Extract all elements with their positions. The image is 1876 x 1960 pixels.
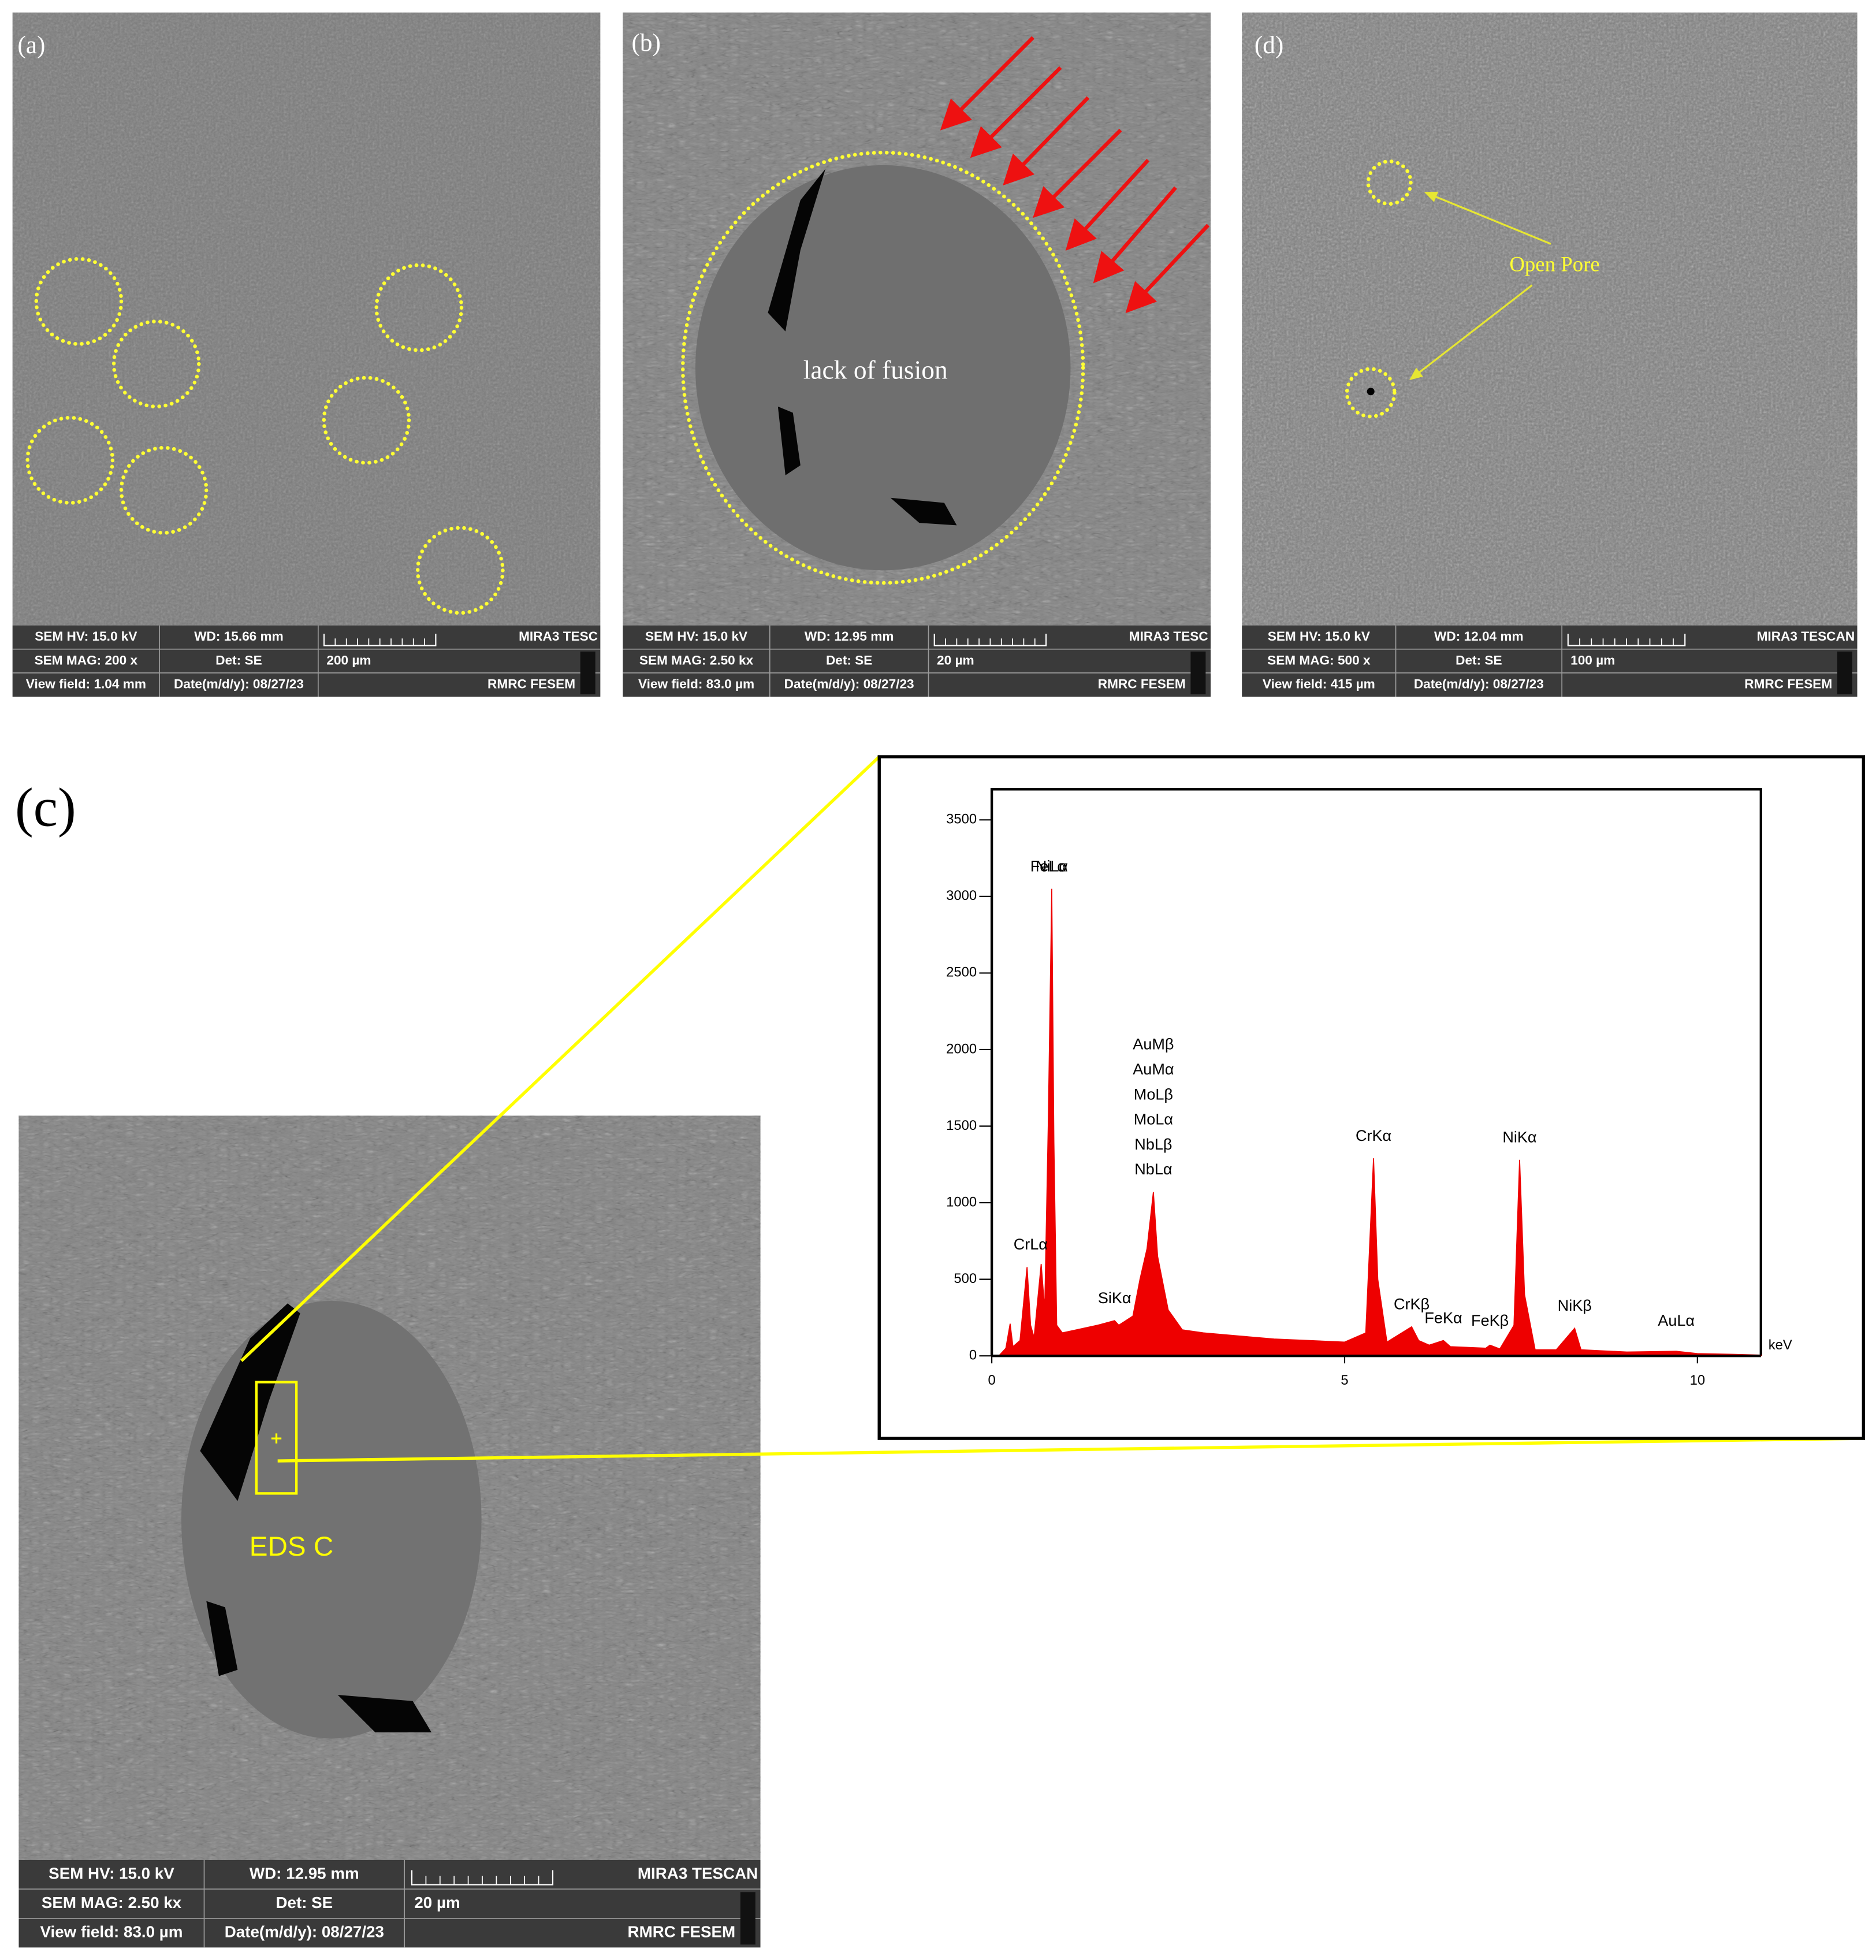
sem-panel-a — [12, 12, 601, 626]
peak-label: FeKα — [1424, 1309, 1462, 1326]
info-text: Date(m/d/y): 08/27/23 — [784, 676, 914, 691]
info-text: Det: SE — [826, 653, 872, 667]
peak-label: MoLβ — [1134, 1085, 1173, 1103]
peak-label: CrKβ — [1394, 1295, 1430, 1312]
peak-label: NbLβ — [1134, 1136, 1172, 1153]
peak-label: CrLα — [1014, 1236, 1048, 1253]
info-text: Det: SE — [1456, 653, 1502, 667]
peak-label: NiKα — [1502, 1129, 1536, 1146]
info-text: View field: 1.04 mm — [26, 676, 146, 691]
info-text: SEM MAG: 500 x — [1267, 653, 1371, 667]
info-text: 20 µm — [937, 653, 974, 667]
info-text: WD: 12.95 mm — [805, 629, 894, 644]
peak-label: AuMα — [1133, 1061, 1174, 1078]
info-text: SEM MAG: 2.50 kx — [639, 653, 754, 667]
peak-label: AuLα — [1658, 1312, 1695, 1329]
annotation: EDS C — [250, 1531, 334, 1562]
y-tick-label: 0 — [969, 1347, 977, 1363]
zoom-line — [277, 1437, 1864, 1463]
info-text: WD: 15.66 mm — [194, 629, 284, 644]
info-text: View field: 83.0 µm — [638, 676, 754, 691]
y-tick-label: 3500 — [946, 812, 977, 827]
info-text: Det: SE — [276, 1894, 333, 1911]
peak-label: FeLα — [1030, 857, 1066, 875]
logo — [740, 1892, 755, 1945]
info-text: MIRA3 TESC — [1129, 629, 1208, 644]
panel-label: (c) — [15, 776, 76, 838]
x-axis-label: keV — [1769, 1337, 1792, 1353]
info-text: RMRC FESEM — [487, 676, 575, 691]
peak-label: SiKα — [1098, 1289, 1131, 1307]
annotation: lack of fusion — [803, 355, 948, 385]
info-bar — [18, 1859, 761, 1948]
annotation: Open Pore — [1509, 252, 1599, 276]
sem-panel-b — [623, 12, 1211, 626]
logo — [580, 651, 595, 694]
y-tick-label: 500 — [954, 1271, 977, 1286]
info-text: RMRC FESEM — [1744, 676, 1832, 691]
peak-label: NiLα — [1036, 857, 1068, 875]
info-text: View field: 83.0 µm — [40, 1922, 183, 1940]
logo — [1837, 651, 1852, 694]
info-text: 100 µm — [1570, 653, 1615, 667]
info-text: RMRC FESEM — [1098, 676, 1186, 691]
zoom-line — [240, 756, 881, 1362]
info-text: WD: 12.04 mm — [1434, 629, 1524, 644]
panel-label: (b) — [631, 29, 661, 57]
info-bar — [1242, 625, 1858, 697]
x-tick-label: 10 — [1690, 1373, 1705, 1388]
sem-panel-d — [1242, 12, 1858, 626]
spectrum — [997, 888, 1762, 1357]
info-text: Date(m/d/y): 08/27/23 — [225, 1922, 384, 1940]
peak-label: AuMβ — [1133, 1036, 1174, 1053]
info-text: MIRA3 TESC — [519, 629, 598, 644]
peak-label: MoLα — [1134, 1111, 1173, 1128]
y-tick-label: 1500 — [946, 1118, 977, 1133]
y-tick-label: 2000 — [946, 1041, 977, 1057]
info-text: RMRC FESEM — [628, 1922, 736, 1940]
panel-label: (d) — [1255, 31, 1284, 59]
peak-label: FeKβ — [1471, 1312, 1509, 1329]
info-text: SEM HV: 15.0 kV — [49, 1864, 174, 1882]
info-text: Date(m/d/y): 08/27/23 — [174, 676, 304, 691]
info-text: WD: 12.95 mm — [250, 1864, 359, 1882]
peak-label: NiKβ — [1558, 1297, 1592, 1314]
info-text: SEM HV: 15.0 kV — [1268, 629, 1370, 644]
peak-label: CrKα — [1356, 1127, 1391, 1144]
y-tick-label: 2500 — [946, 965, 977, 980]
logo — [1190, 651, 1206, 694]
panel-label: (a) — [17, 31, 45, 59]
info-text: SEM HV: 15.0 kV — [35, 629, 137, 644]
plot-frame — [990, 788, 1762, 1356]
info-text: MIRA3 TESCAN — [638, 1864, 758, 1882]
info-text: View field: 415 µm — [1263, 676, 1375, 691]
y-tick-label: 3000 — [946, 888, 977, 903]
info-bar — [623, 625, 1211, 697]
info-text: 200 µm — [326, 653, 371, 667]
info-bar — [12, 625, 601, 697]
sem-panel-c — [18, 1115, 761, 1860]
x-tick-label: 0 — [988, 1373, 995, 1388]
info-text: 20 µm — [414, 1894, 460, 1911]
info-text: Det: SE — [215, 653, 262, 667]
peak-label: NbLα — [1134, 1161, 1172, 1178]
info-text: MIRA3 TESCAN — [1757, 629, 1855, 644]
info-text: Date(m/d/y): 08/27/23 — [1414, 676, 1544, 691]
info-text: SEM MAG: 2.50 kx — [42, 1894, 182, 1911]
info-text: SEM HV: 15.0 kV — [645, 629, 747, 644]
x-tick-label: 5 — [1341, 1373, 1348, 1388]
info-text: SEM MAG: 200 x — [35, 653, 138, 667]
y-tick-label: 1000 — [946, 1194, 977, 1210]
